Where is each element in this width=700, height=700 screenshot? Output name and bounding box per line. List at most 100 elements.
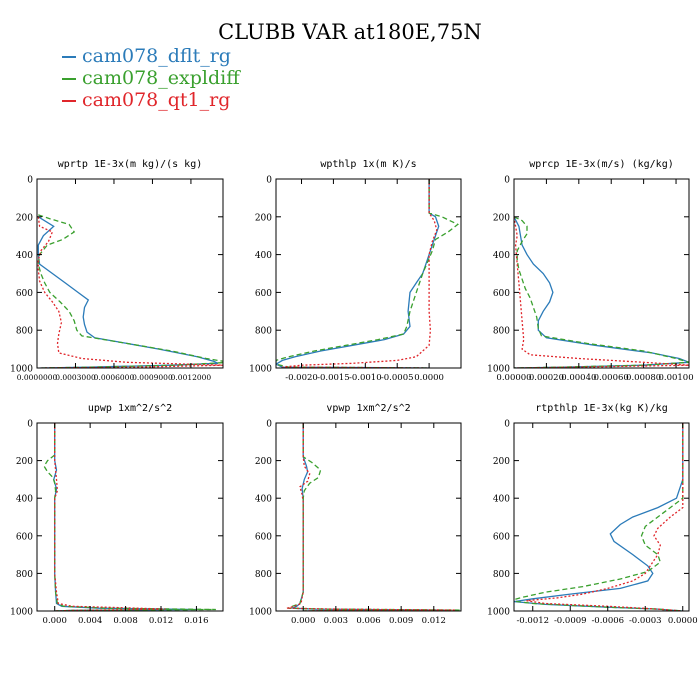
x-tick-label: 0.0006000 — [94, 373, 135, 382]
x-tick-label: 0.0012000 — [171, 373, 212, 382]
legend: cam078_dflt_rg cam078_expldiff cam078_qt… — [62, 45, 240, 111]
subplot-title: wprcp 1E-3x(m/s) (kg/kg) — [529, 159, 674, 170]
y-tick-label: 600 — [16, 532, 33, 542]
x-tick-label: 0.000 — [43, 616, 67, 626]
series-line — [37, 216, 219, 368]
plot-frame — [275, 178, 462, 369]
x-tick-label: -0.0009 — [554, 616, 587, 626]
y-tick-label: 800 — [16, 327, 33, 337]
x-tick-label: 0.0009000 — [132, 373, 173, 382]
x-tick-label: -0.0006 — [591, 616, 624, 626]
y-tick-label: 800 — [255, 327, 272, 337]
subplot-title: rtpthlp 1E-3x(kg K)/kg — [535, 403, 667, 414]
legend-label: cam078_qt1_rg — [82, 89, 231, 111]
y-tick-label: 200 — [16, 457, 33, 467]
series-line — [514, 216, 689, 368]
plot-frame — [513, 178, 690, 369]
x-tick-label: 0.00020 — [529, 373, 564, 383]
y-tick-label: 0 — [266, 176, 272, 186]
y-tick-label: 200 — [493, 457, 510, 467]
series-line — [514, 216, 689, 368]
x-tick-label: -0.0015 — [317, 373, 350, 383]
x-tick-label: 0.0003000 — [55, 373, 96, 382]
y-tick-label: 0 — [266, 420, 272, 430]
legend-entry: cam078_qt1_rg — [62, 89, 240, 111]
x-tick-label: -0.0005 — [381, 373, 414, 383]
y-tick-label: 600 — [255, 532, 272, 542]
subplot-title: wprtp 1E-3x(m kg)/(s kg) — [58, 159, 203, 170]
x-tick-label: -0.0003 — [629, 616, 662, 626]
series-line — [514, 423, 684, 611]
legend-label: cam078_dflt_rg — [82, 45, 231, 67]
legend-swatch — [62, 100, 76, 102]
y-tick-label: 1000 — [249, 365, 272, 375]
series-line — [37, 214, 223, 368]
x-tick-label: 0.003 — [324, 616, 348, 626]
y-tick-label: 400 — [493, 495, 510, 505]
x-tick-label: 0.0000 — [414, 373, 444, 383]
x-tick-label: 0.009 — [389, 616, 413, 626]
y-tick-label: 400 — [255, 495, 272, 505]
plot-frame — [36, 178, 224, 369]
series-line — [526, 423, 684, 611]
x-tick-label: 0.004 — [78, 616, 102, 626]
y-tick-label: 1000 — [10, 608, 33, 618]
y-tick-label: 600 — [493, 532, 510, 542]
legend-swatch — [62, 78, 76, 80]
y-tick-label: 0 — [27, 176, 33, 186]
y-tick-label: 800 — [493, 327, 510, 337]
series-line — [37, 216, 223, 368]
x-tick-label: 0.006 — [356, 616, 380, 626]
subplot-title: upwp 1xm^2/s^2 — [88, 403, 172, 414]
x-tick-label: -0.0020 — [285, 373, 318, 383]
x-tick-label: 0.012 — [422, 616, 446, 626]
subplot-title: vpwp 1xm^2/s^2 — [326, 403, 410, 414]
series-line — [276, 179, 460, 368]
subplot: upwp 1xm^2/s^2 0 200 400 600 800 1000 0.000 0.00… — [10, 403, 224, 626]
x-tick-label: -0.0012 — [516, 616, 549, 626]
y-tick-label: 400 — [16, 251, 33, 261]
x-tick-label: -0.0010 — [349, 373, 382, 383]
series-line — [287, 423, 461, 611]
series-line — [54, 423, 166, 611]
y-tick-label: 1000 — [10, 365, 33, 375]
series-line — [514, 423, 684, 611]
y-tick-label: 1000 — [487, 365, 510, 375]
y-tick-label: 800 — [493, 570, 510, 580]
y-tick-label: 1000 — [249, 608, 272, 618]
subplot-title: wpthlp 1x(m K)/s — [320, 159, 416, 170]
y-tick-label: 400 — [16, 495, 33, 505]
series-line — [292, 423, 445, 611]
y-tick-label: 0 — [27, 420, 33, 430]
y-tick-label: 400 — [493, 251, 510, 261]
x-tick-label: 0.000 — [291, 616, 315, 626]
series-line — [53, 423, 197, 611]
y-tick-label: 200 — [255, 457, 272, 467]
y-tick-label: 600 — [493, 289, 510, 299]
x-tick-label: 0.00000 — [496, 373, 531, 383]
subplot: wprcp 1E-3x(m/s) (kg/kg) 0 200 400 600 800 100… — [487, 159, 694, 383]
x-tick-label: 0.00080 — [626, 373, 661, 383]
x-tick-label: 0.008 — [113, 616, 137, 626]
x-tick-label: 0.0000000 — [17, 373, 58, 382]
y-tick-label: 0 — [504, 420, 510, 430]
y-tick-label: 200 — [493, 213, 510, 223]
series-line — [276, 179, 440, 368]
x-tick-label: 0.00060 — [594, 373, 629, 383]
plot-frame — [513, 422, 690, 612]
y-tick-label: 200 — [16, 213, 33, 223]
legend-swatch — [62, 56, 76, 58]
legend-entry: cam078_expldiff — [62, 67, 240, 89]
x-tick-label: 0.012 — [149, 616, 173, 626]
subplot: vpwp 1xm^2/s^2 0 200 400 600 800 1000 0.000 0.00… — [249, 403, 462, 626]
y-tick-label: 800 — [255, 570, 272, 580]
y-tick-label: 400 — [255, 251, 272, 261]
series-line — [286, 423, 456, 611]
legend-entry: cam078_dflt_rg — [62, 45, 240, 67]
y-tick-label: 1000 — [487, 608, 510, 618]
y-tick-label: 200 — [255, 213, 272, 223]
series-line — [43, 423, 216, 611]
subplot: rtpthlp 1E-3x(kg K)/kg02004006008001000-… — [487, 403, 698, 626]
figure-title: CLUBB VAR at180E,75N — [218, 20, 482, 44]
